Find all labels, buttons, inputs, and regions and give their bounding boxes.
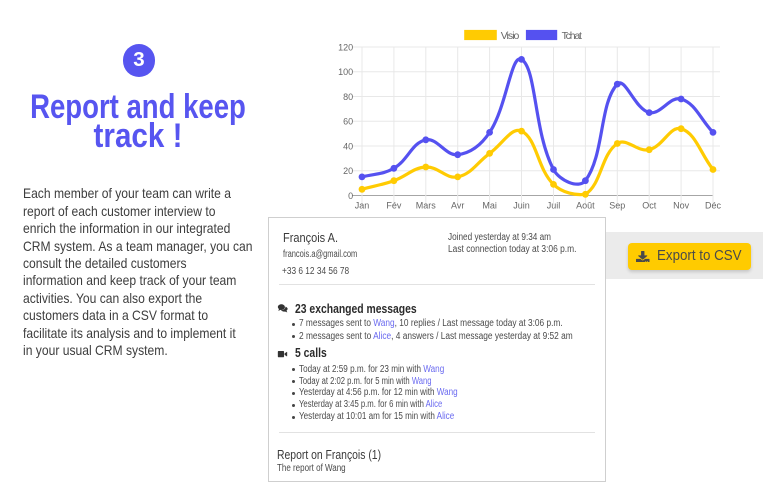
svg-text:Mai: Mai bbox=[482, 201, 497, 211]
svg-text:Nov: Nov bbox=[673, 201, 690, 211]
svg-text:80: 80 bbox=[343, 92, 353, 102]
svg-text:0: 0 bbox=[348, 191, 353, 201]
svg-text:Août: Août bbox=[576, 201, 595, 211]
svg-text:20: 20 bbox=[343, 166, 353, 176]
svg-text:Fév: Fév bbox=[386, 201, 402, 211]
svg-text:Jan: Jan bbox=[355, 201, 370, 211]
svg-text:100: 100 bbox=[338, 67, 353, 77]
svg-text:Visio: Visio bbox=[501, 30, 520, 42]
svg-text:Juil: Juil bbox=[547, 201, 561, 211]
svg-text:Avr: Avr bbox=[451, 201, 464, 211]
svg-text:Sep: Sep bbox=[609, 201, 625, 211]
svg-text:Déc: Déc bbox=[705, 201, 722, 211]
svg-text:40: 40 bbox=[343, 141, 353, 151]
svg-text:Juin: Juin bbox=[513, 201, 530, 211]
svg-text:120: 120 bbox=[338, 42, 353, 52]
svg-text:Oct: Oct bbox=[642, 201, 657, 211]
svg-text:Tchat: Tchat bbox=[562, 30, 582, 42]
svg-text:Mars: Mars bbox=[416, 201, 436, 211]
svg-text:60: 60 bbox=[343, 117, 353, 127]
